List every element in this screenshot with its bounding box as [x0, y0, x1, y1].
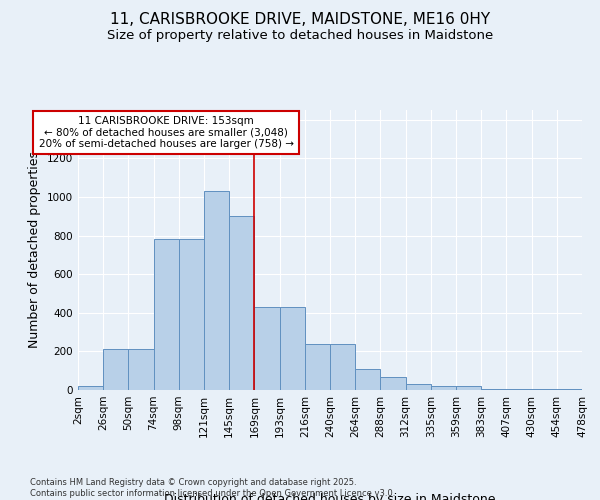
Bar [355, 369, 380, 390]
Bar [380, 377, 406, 390]
Bar [154, 240, 179, 390]
Bar [78, 386, 103, 390]
Bar [179, 240, 204, 390]
Text: 11 CARISBROOKE DRIVE: 153sqm
← 80% of detached houses are smaller (3,048)
20% of: 11 CARISBROOKE DRIVE: 153sqm ← 80% of de… [39, 116, 294, 149]
Bar [128, 350, 154, 390]
Bar [229, 216, 254, 390]
Bar [204, 191, 229, 390]
X-axis label: Distribution of detached houses by size in Maidstone: Distribution of detached houses by size … [164, 492, 496, 500]
Bar [254, 307, 280, 390]
Text: 11, CARISBROOKE DRIVE, MAIDSTONE, ME16 0HY: 11, CARISBROOKE DRIVE, MAIDSTONE, ME16 0… [110, 12, 490, 28]
Bar [280, 307, 305, 390]
Text: Size of property relative to detached houses in Maidstone: Size of property relative to detached ho… [107, 29, 493, 42]
Bar [330, 344, 355, 390]
Text: Contains HM Land Registry data © Crown copyright and database right 2025.
Contai: Contains HM Land Registry data © Crown c… [30, 478, 395, 498]
Bar [406, 384, 431, 390]
Bar [305, 344, 330, 390]
Bar [557, 389, 582, 390]
Y-axis label: Number of detached properties: Number of detached properties [28, 152, 41, 348]
Bar [506, 389, 532, 390]
Bar [481, 389, 506, 390]
Bar [456, 386, 481, 390]
Bar [532, 389, 557, 390]
Bar [103, 350, 128, 390]
Bar [431, 386, 456, 390]
